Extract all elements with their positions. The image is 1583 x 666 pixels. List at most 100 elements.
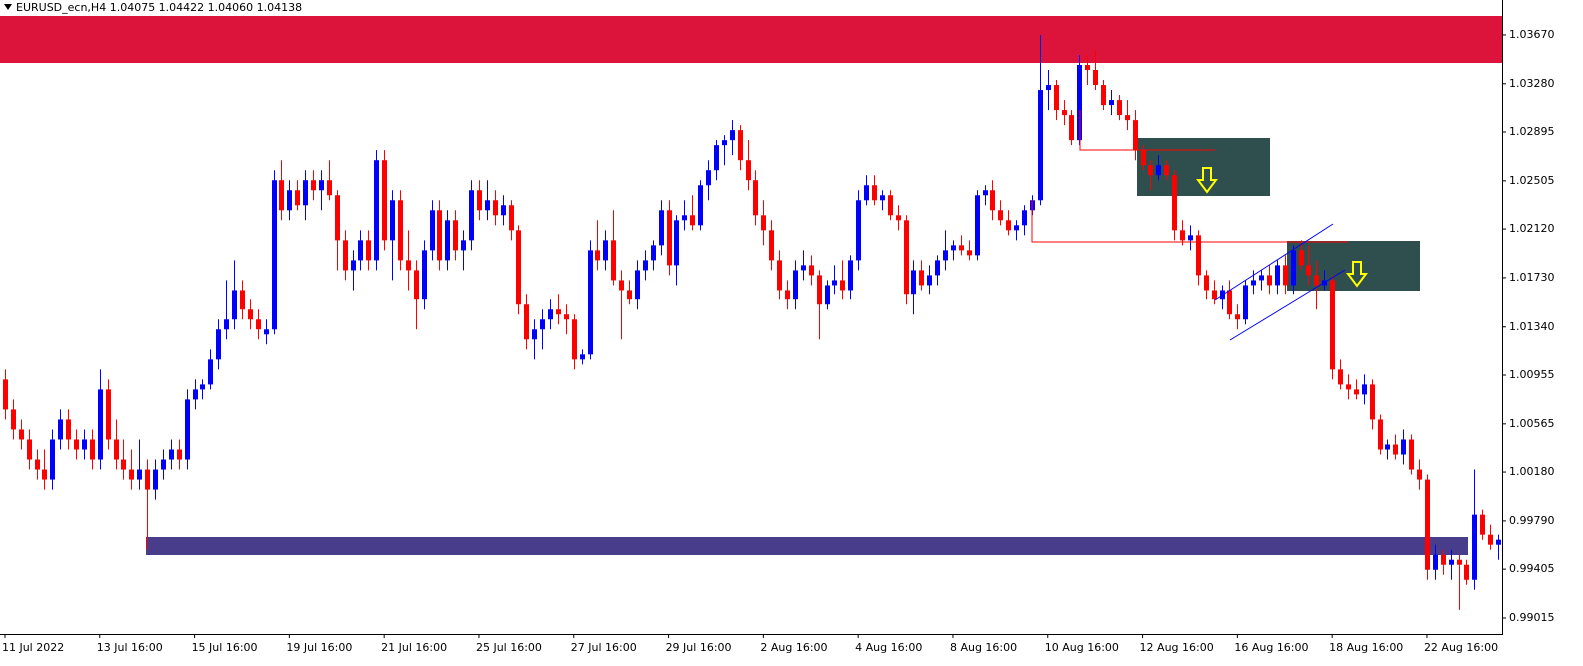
candle-body xyxy=(74,439,79,450)
candle-body xyxy=(888,195,893,216)
candle-body xyxy=(240,290,245,310)
candle-body xyxy=(121,459,126,470)
candle-body xyxy=(335,195,340,241)
candle-body xyxy=(1393,444,1398,455)
candle-body xyxy=(809,265,814,276)
candle-body xyxy=(706,170,711,186)
candle-body xyxy=(959,245,964,251)
x-tick-label: 11 Jul 2022 xyxy=(2,641,64,654)
candle-body xyxy=(682,215,687,221)
candle-body xyxy=(1457,559,1462,565)
candle-body xyxy=(1370,384,1375,420)
candle-body xyxy=(303,180,308,206)
candle-body xyxy=(698,185,703,226)
candle-body xyxy=(793,270,798,300)
candle-body xyxy=(1306,265,1311,276)
down-arrow xyxy=(1346,261,1368,288)
candle-body xyxy=(919,270,924,286)
candle-body xyxy=(627,290,632,300)
candle-body xyxy=(619,280,624,291)
candle-body xyxy=(1243,285,1248,320)
candle-body xyxy=(1441,554,1446,565)
candle-body xyxy=(659,210,664,246)
candle-body xyxy=(414,270,419,300)
candles xyxy=(3,34,1501,610)
candle-body xyxy=(777,260,782,291)
candle-body xyxy=(1085,65,1090,71)
candle-body xyxy=(1251,280,1256,286)
candle-body xyxy=(145,469,150,490)
candle-body xyxy=(1449,559,1454,565)
x-tick-label: 29 Jul 16:00 xyxy=(666,641,732,654)
candle-body xyxy=(208,359,213,385)
candle-body xyxy=(493,200,498,216)
candle-body xyxy=(169,449,174,460)
candle-body xyxy=(1196,235,1201,276)
y-tick-label: 1.03280 xyxy=(1509,77,1555,90)
candle-body xyxy=(753,180,758,216)
candle-body xyxy=(1227,290,1232,315)
candle-body xyxy=(730,130,735,141)
candle-body xyxy=(817,275,822,305)
candle-body xyxy=(1062,110,1067,116)
x-tick-label: 27 Jul 16:00 xyxy=(571,641,637,654)
candle-body xyxy=(272,180,277,330)
y-tick-label: 0.99405 xyxy=(1509,562,1555,575)
candle-body xyxy=(967,250,972,256)
candle-body xyxy=(1141,150,1146,166)
candle-body xyxy=(588,250,593,355)
candle-body xyxy=(990,190,995,211)
candle-body xyxy=(11,409,16,430)
candle-body xyxy=(366,240,371,261)
candle-body xyxy=(1385,444,1390,450)
candle-body xyxy=(904,220,909,295)
candle-body xyxy=(1022,210,1027,226)
x-tick-label: 8 Aug 16:00 xyxy=(950,641,1017,654)
candle-body xyxy=(1362,384,1367,395)
candle-body xyxy=(1291,250,1296,286)
candle-body xyxy=(287,190,292,211)
candle-body xyxy=(177,449,182,460)
level-line xyxy=(1079,110,1215,151)
y-tick-label: 0.99790 xyxy=(1509,514,1555,527)
candle-body xyxy=(137,469,142,480)
candle-body xyxy=(983,190,988,196)
candle-body xyxy=(1346,384,1351,390)
candle-body xyxy=(1299,250,1304,266)
candle-body xyxy=(1417,469,1422,480)
candle-body xyxy=(66,419,71,440)
candle-body xyxy=(1275,265,1280,286)
candle-body xyxy=(1472,514,1477,580)
candle-body xyxy=(193,389,198,400)
candle-body xyxy=(106,389,111,440)
candle-body xyxy=(1164,165,1169,176)
menu-triangle[interactable] xyxy=(4,4,12,10)
candle-body xyxy=(1235,314,1240,320)
candle-body xyxy=(611,240,616,281)
candle-body xyxy=(264,329,269,335)
candle-body xyxy=(1212,290,1217,300)
candle-body xyxy=(848,260,853,291)
candle-body xyxy=(1464,564,1469,580)
candle-body xyxy=(1267,275,1272,286)
candle-body xyxy=(1180,230,1185,241)
candle-body xyxy=(1109,100,1114,106)
candle-body xyxy=(485,200,490,211)
candle-body xyxy=(232,290,237,320)
candle-body xyxy=(1014,225,1019,231)
candle-body xyxy=(406,260,411,271)
y-tick-label: 1.00180 xyxy=(1509,465,1555,478)
candle-body xyxy=(98,389,103,460)
candle-body xyxy=(911,270,916,295)
candle-body xyxy=(856,200,861,261)
candle-body xyxy=(1314,275,1319,286)
candle-body xyxy=(1488,534,1493,545)
candle-body xyxy=(1425,479,1430,570)
x-tick-label: 13 Jul 16:00 xyxy=(97,641,163,654)
candle-body xyxy=(27,439,32,460)
candle-body xyxy=(129,469,134,480)
x-tick-label: 2 Aug 16:00 xyxy=(760,641,827,654)
candle-body xyxy=(153,469,158,490)
chart-title: EURUSD_ecn,H4 1.04075 1.04422 1.04060 1.… xyxy=(16,1,302,14)
level-line xyxy=(1031,200,1348,243)
